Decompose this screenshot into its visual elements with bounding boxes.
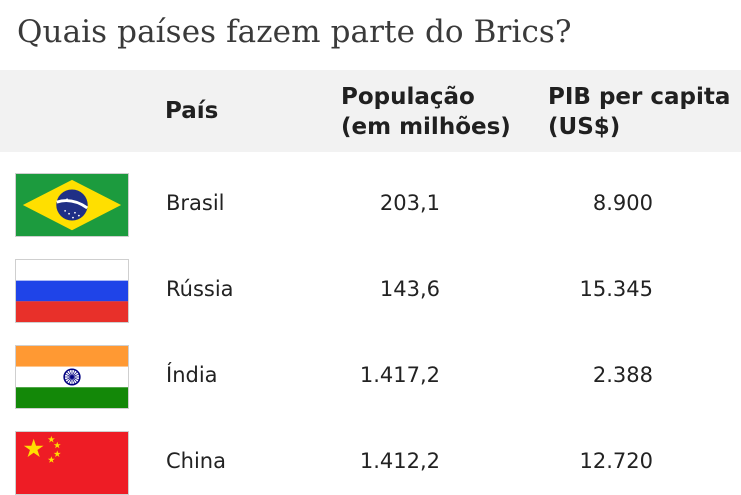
table-row: China 1.412,2 12.720 — [0, 431, 741, 495]
cell-gdp-per-capita: 15.345 — [579, 277, 653, 301]
russia-flag-icon — [15, 259, 129, 323]
header-population: População (em milhões) — [341, 82, 526, 142]
header-country: País — [165, 98, 219, 124]
cell-country: Índia — [166, 363, 218, 387]
cell-gdp-per-capita: 2.388 — [592, 363, 653, 387]
brazil-flag-icon — [15, 173, 129, 237]
cell-country: Brasil — [166, 191, 225, 215]
cell-country: Rússia — [166, 277, 234, 301]
cell-gdp-per-capita: 12.720 — [579, 449, 653, 473]
header-gdp-line1: PIB per capita — [548, 84, 731, 110]
cell-gdp-per-capita: 8.900 — [592, 191, 653, 215]
cell-population: 143,6 — [379, 277, 440, 301]
india-flag-icon — [15, 345, 129, 409]
header-gdp: PIB per capita (US$) — [548, 82, 733, 142]
header-population-line2: (em milhões) — [341, 114, 511, 140]
header-gdp-line2: (US$) — [548, 114, 621, 140]
cell-population: 203,1 — [379, 191, 440, 215]
page-title: Quais países fazem parte do Brics? — [17, 14, 572, 50]
table-row: Brasil 203,1 8.900 — [0, 173, 741, 237]
china-flag-icon — [15, 431, 129, 495]
table-row: Rússia 143,6 15.345 — [0, 259, 741, 323]
cell-population: 1.412,2 — [359, 449, 440, 473]
cell-country: China — [166, 449, 226, 473]
table-row: Índia 1.417,2 2.388 — [0, 345, 741, 409]
cell-population: 1.417,2 — [359, 363, 440, 387]
table-header: País População (em milhões) PIB per capi… — [0, 70, 741, 152]
header-population-line1: População — [341, 84, 475, 110]
